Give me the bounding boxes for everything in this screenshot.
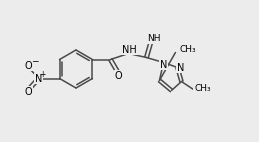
- Text: N: N: [177, 62, 184, 73]
- Text: CH₃: CH₃: [179, 45, 196, 54]
- Text: O: O: [25, 86, 32, 97]
- Text: NH: NH: [122, 44, 137, 55]
- Text: O: O: [115, 70, 122, 81]
- Text: +: +: [39, 70, 46, 79]
- Text: CH₃: CH₃: [194, 84, 211, 93]
- Text: N: N: [160, 59, 167, 69]
- Text: −: −: [31, 56, 38, 65]
- Text: NH: NH: [147, 34, 160, 43]
- Text: O: O: [25, 60, 32, 70]
- Text: N: N: [35, 74, 42, 83]
